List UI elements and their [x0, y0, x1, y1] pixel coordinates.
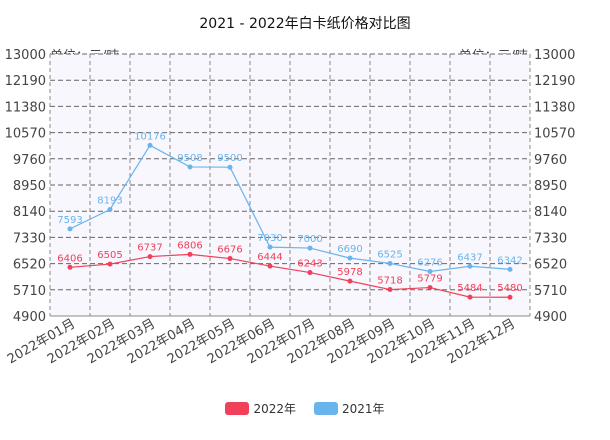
y-tick-label-left: 13000 [5, 48, 46, 63]
data-label: 6342 [497, 255, 522, 266]
y-tick-label-right: 6520 [534, 258, 567, 273]
data-label: 6243 [297, 259, 322, 270]
data-label: 6690 [337, 244, 362, 255]
data-point [387, 260, 393, 266]
data-point [427, 285, 433, 291]
y-tick-label-right: 10570 [534, 127, 575, 142]
y-tick-label-left: 6520 [13, 258, 46, 273]
data-label: 9508 [177, 153, 202, 164]
data-label: 6444 [257, 252, 282, 263]
data-label: 5978 [337, 267, 362, 278]
y-tick-label-right: 8140 [534, 205, 567, 220]
data-point [467, 294, 473, 300]
data-label: 6525 [377, 249, 402, 260]
data-point [467, 263, 473, 269]
y-tick-label-right: 5710 [534, 284, 567, 299]
data-label: 5779 [417, 274, 442, 285]
data-label: 6676 [217, 245, 242, 256]
data-label: 6737 [137, 243, 162, 254]
y-tick-label-right: 8950 [534, 179, 567, 194]
data-label: 5480 [497, 283, 522, 294]
data-label: 9500 [217, 153, 242, 164]
legend: 2022年 2021年 [0, 400, 610, 417]
series-line-2022年 [69, 253, 511, 298]
y-tick-label-left: 10570 [5, 127, 46, 142]
y-tick-label-left: 11380 [5, 100, 46, 115]
data-label: 5718 [377, 276, 402, 287]
data-label: 6276 [417, 257, 442, 268]
data-point [267, 263, 273, 269]
y-tick-label-left: 4900 [13, 310, 46, 325]
y-tick-label-left: 8140 [13, 205, 46, 220]
legend-swatch-2022 [225, 402, 250, 415]
data-label: 6806 [177, 240, 202, 251]
chart-title: 2021 - 2022年白卡纸价格对比图 [199, 16, 410, 32]
y-tick-label-right: 4900 [534, 310, 567, 325]
data-point [187, 164, 193, 170]
data-label: 5484 [457, 283, 482, 294]
data-point [227, 256, 233, 262]
legend-item-2021[interactable]: 2021年 [314, 400, 385, 417]
data-point [147, 254, 153, 260]
y-tick-label-right: 9760 [534, 153, 567, 168]
legend-item-2022[interactable]: 2022年 [225, 400, 296, 417]
data-point [307, 270, 313, 276]
y-tick-label-left: 9760 [13, 153, 46, 168]
data-point [227, 164, 233, 170]
data-point [67, 226, 73, 232]
y-tick-label-left: 8950 [13, 179, 46, 194]
data-label: 7593 [57, 215, 82, 226]
data-point [107, 261, 113, 267]
data-point [347, 278, 353, 284]
series-line-2021年 [69, 144, 511, 273]
data-point [187, 251, 193, 257]
data-point [507, 266, 513, 272]
data-label: 10176 [134, 131, 166, 142]
data-label: 6406 [57, 253, 82, 264]
data-point [427, 268, 433, 274]
data-label: 7030 [257, 233, 282, 244]
y-tick-label-left: 7330 [13, 231, 46, 246]
y-tick-label-right: 12190 [534, 74, 575, 89]
data-point [387, 287, 393, 293]
y-tick-label-right: 7330 [534, 231, 567, 246]
data-label: 6505 [97, 250, 122, 261]
legend-label-2022: 2022年 [253, 402, 296, 416]
y-tick-label-right: 11380 [534, 100, 575, 115]
data-point [307, 245, 313, 251]
data-point [347, 255, 353, 261]
data-point [107, 206, 113, 212]
data-point [507, 294, 513, 300]
data-label: 7000 [297, 234, 322, 245]
y-tick-label-left: 5710 [13, 284, 46, 299]
data-label: 6437 [457, 252, 482, 263]
data-point [67, 264, 73, 270]
y-tick-label-right: 13000 [534, 48, 575, 63]
data-point [147, 142, 153, 148]
data-label: 8193 [97, 195, 122, 206]
legend-swatch-2021 [314, 402, 338, 415]
data-point [267, 244, 273, 250]
legend-label-2021: 2021年 [342, 402, 385, 416]
y-tick-label-left: 12190 [5, 74, 46, 89]
